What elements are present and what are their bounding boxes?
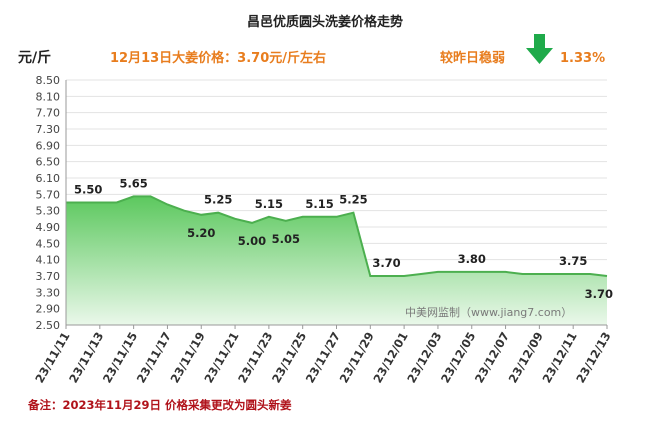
y-tick-label: 4.50 bbox=[36, 237, 61, 250]
data-label: 3.75 bbox=[559, 254, 587, 268]
y-tick-label: 8.10 bbox=[36, 90, 61, 103]
data-label: 3.70 bbox=[585, 287, 613, 301]
data-label: 5.05 bbox=[272, 232, 300, 246]
price-info: 12月13日大姜价格：3.70元/斤左右 bbox=[110, 50, 326, 66]
y-tick-label: 5.30 bbox=[36, 205, 61, 218]
data-label: 3.70 bbox=[372, 256, 400, 270]
data-label: 5.15 bbox=[305, 197, 333, 211]
change-label: 较昨日稳弱 bbox=[440, 50, 505, 66]
y-tick-labels: 8.50 8.10 7.70 7.30 6.90 6.50 6.10 5.70 5.30 4.90… bbox=[36, 74, 61, 332]
y-tick-label: 5.70 bbox=[36, 188, 61, 201]
y-tick-label: 8.50 bbox=[36, 74, 61, 87]
y-axis-unit: 元/斤 bbox=[18, 49, 51, 66]
chart-title: 昌邑优质圆头洗姜价格走势 bbox=[247, 14, 403, 30]
y-tick-label: 4.10 bbox=[36, 254, 61, 267]
y-tick-label: 2.50 bbox=[36, 319, 61, 332]
x-tick-label: 23/12/13 bbox=[573, 330, 613, 386]
y-tick-label: 6.10 bbox=[36, 172, 61, 185]
y-tick-label: 2.90 bbox=[36, 303, 61, 316]
data-labels: 5.50 5.65 5.20 5.25 5.00 5.15 5.05 5.15 5.25 3.70… bbox=[74, 176, 613, 301]
x-tick-labels: 23/11/1123/11/1323/11/1523/11/1723/11/19… bbox=[32, 325, 614, 386]
y-tick-label: 3.30 bbox=[36, 286, 61, 299]
change-value: 1.33% bbox=[560, 51, 605, 66]
data-label: 5.15 bbox=[255, 197, 283, 211]
y-tick-label: 4.90 bbox=[36, 221, 61, 234]
down-arrow-icon bbox=[526, 34, 553, 64]
y-tick-label: 6.90 bbox=[36, 139, 61, 152]
watermark: 中美网监制（www.jiang7.com） bbox=[405, 306, 572, 319]
data-label: 5.50 bbox=[74, 183, 102, 197]
y-tick-label: 6.50 bbox=[36, 156, 61, 169]
data-label: 5.25 bbox=[204, 193, 232, 207]
y-tick-label: 7.30 bbox=[36, 123, 61, 136]
data-label: 5.00 bbox=[238, 234, 266, 248]
price-line bbox=[66, 195, 608, 277]
footnote: 备注：2023年11月29日 价格采集更改为圆头新姜 bbox=[27, 398, 292, 412]
data-label: 5.25 bbox=[339, 193, 367, 207]
data-label: 5.65 bbox=[119, 176, 147, 190]
data-label: 5.20 bbox=[187, 226, 215, 240]
y-tick-label: 3.70 bbox=[36, 270, 61, 283]
y-tick-label: 7.70 bbox=[36, 107, 61, 120]
data-label: 3.80 bbox=[458, 252, 486, 266]
price-area bbox=[66, 196, 607, 325]
